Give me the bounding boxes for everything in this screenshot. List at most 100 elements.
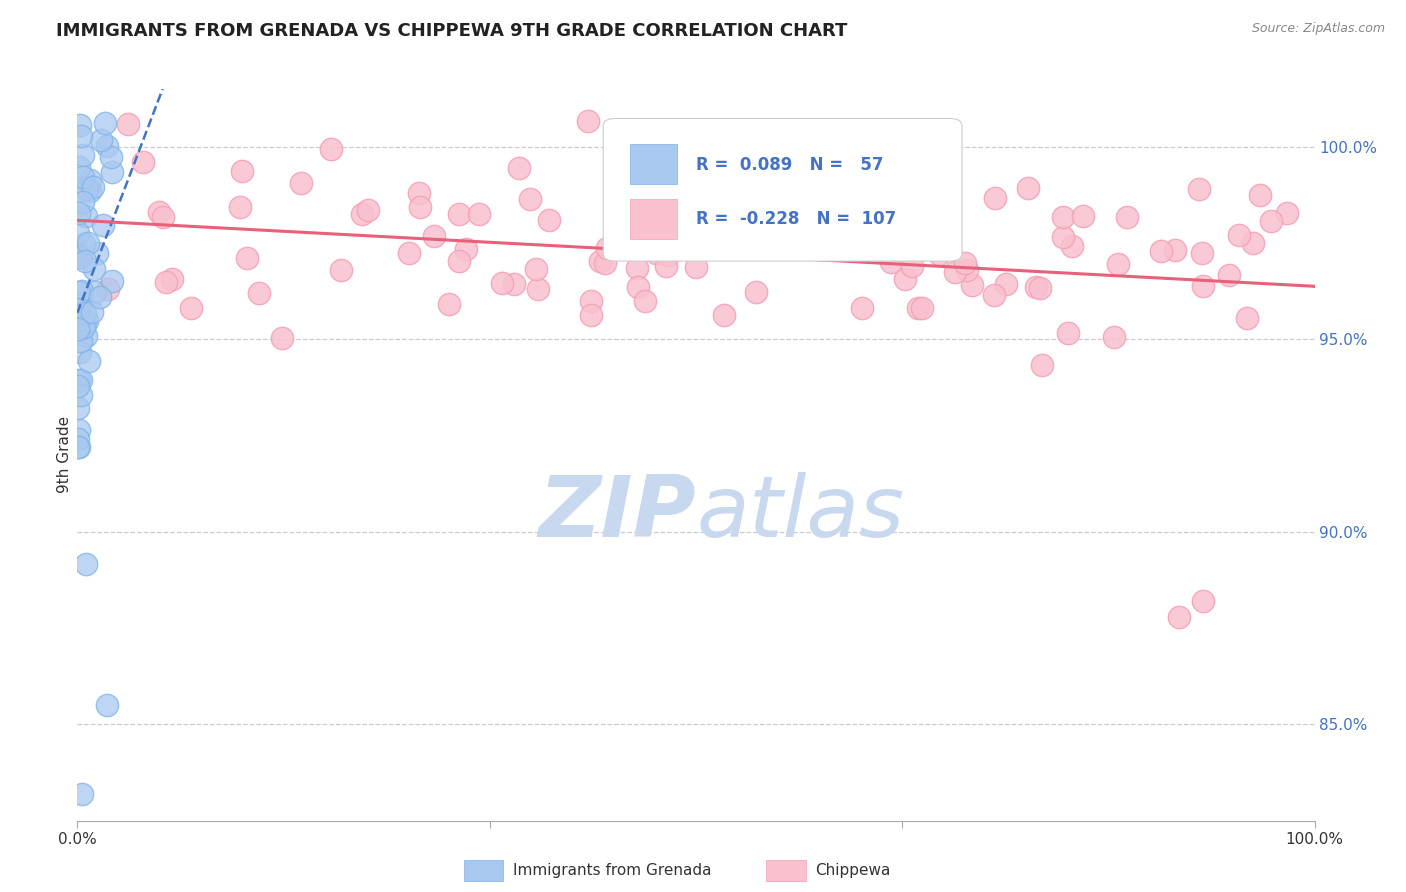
Text: R =  0.089   N =   57: R = 0.089 N = 57 xyxy=(696,155,883,174)
Point xyxy=(82,305,104,319)
Text: atlas: atlas xyxy=(696,472,904,555)
Point xyxy=(579,308,602,322)
Point xyxy=(454,243,477,257)
Text: Chippewa: Chippewa xyxy=(815,863,891,878)
Point xyxy=(1191,245,1213,260)
Point xyxy=(77,235,100,250)
Point xyxy=(82,180,104,194)
Point xyxy=(67,206,90,220)
Point xyxy=(1167,609,1189,624)
Point xyxy=(89,290,111,304)
Point xyxy=(880,254,903,268)
Point xyxy=(247,286,270,301)
Point xyxy=(1249,187,1271,202)
Point xyxy=(72,194,94,209)
Point xyxy=(626,261,648,276)
Point xyxy=(69,118,91,132)
Point xyxy=(1052,210,1074,224)
Point xyxy=(70,787,93,801)
Point xyxy=(956,262,979,277)
Point xyxy=(894,271,917,285)
Point xyxy=(67,247,90,261)
Point xyxy=(73,319,96,334)
Point xyxy=(67,161,90,175)
Point xyxy=(70,284,93,298)
Bar xyxy=(630,199,678,239)
Point xyxy=(524,261,547,276)
Point xyxy=(66,226,89,240)
Point xyxy=(271,331,294,345)
Point xyxy=(1188,182,1211,196)
Point xyxy=(1277,206,1299,220)
Point xyxy=(943,265,966,279)
Point xyxy=(75,306,97,320)
Point xyxy=(901,259,924,273)
Point xyxy=(1107,257,1129,271)
Point xyxy=(90,133,112,147)
Y-axis label: 9th Grade: 9th Grade xyxy=(56,417,72,493)
Point xyxy=(668,209,690,223)
FancyBboxPatch shape xyxy=(603,119,962,261)
Point xyxy=(79,173,101,187)
Point xyxy=(595,241,617,255)
Point xyxy=(67,285,90,300)
Point xyxy=(713,189,735,203)
Point xyxy=(148,205,170,219)
Point xyxy=(1025,280,1047,294)
Point xyxy=(70,296,93,310)
Point xyxy=(627,279,650,293)
Point xyxy=(733,224,755,238)
Point xyxy=(77,354,100,368)
Point xyxy=(503,277,526,291)
Point xyxy=(69,388,91,402)
Point xyxy=(714,203,737,218)
Point xyxy=(69,345,91,359)
Point xyxy=(851,301,873,316)
Point xyxy=(75,329,97,343)
Point xyxy=(228,200,250,214)
Point xyxy=(101,274,124,288)
Point xyxy=(352,207,374,221)
Point xyxy=(76,181,98,195)
Point xyxy=(100,151,122,165)
Point xyxy=(69,374,91,388)
Bar xyxy=(630,144,678,185)
Point xyxy=(73,237,96,252)
Point xyxy=(1260,214,1282,228)
Point xyxy=(882,198,904,212)
Point xyxy=(67,322,90,336)
Point xyxy=(1227,228,1250,243)
Point xyxy=(101,165,124,179)
Point xyxy=(84,285,107,300)
Point xyxy=(1218,268,1240,283)
Point xyxy=(72,169,94,184)
Point xyxy=(97,282,120,296)
Point xyxy=(408,186,430,200)
Point xyxy=(651,180,673,194)
Point xyxy=(319,142,342,156)
Point xyxy=(1029,281,1052,295)
Point xyxy=(117,117,139,131)
Point xyxy=(1071,209,1094,223)
Point xyxy=(398,245,420,260)
Point xyxy=(1241,235,1264,250)
Point xyxy=(714,202,737,216)
Point xyxy=(66,184,89,198)
Text: R =  -0.228   N =  107: R = -0.228 N = 107 xyxy=(696,211,896,228)
Point xyxy=(96,139,118,153)
Point xyxy=(75,557,97,571)
Point xyxy=(69,250,91,264)
Point xyxy=(655,260,678,274)
Point xyxy=(953,256,976,270)
Point xyxy=(235,251,257,265)
Point xyxy=(713,308,735,322)
Point xyxy=(67,440,90,454)
Point xyxy=(983,288,1005,302)
Point xyxy=(70,129,93,144)
Point xyxy=(75,209,97,223)
Point xyxy=(491,276,513,290)
Point xyxy=(1116,211,1139,225)
Point xyxy=(508,161,530,176)
Point xyxy=(467,207,489,221)
Point xyxy=(808,239,831,253)
